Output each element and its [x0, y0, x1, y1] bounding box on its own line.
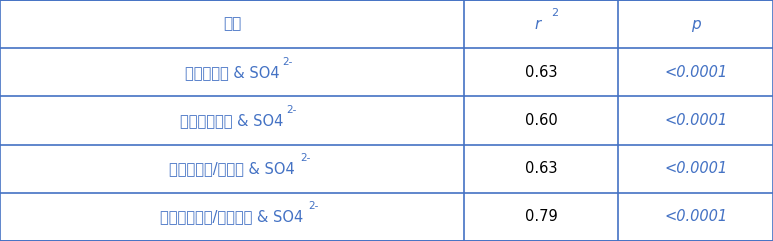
Text: 2-: 2-: [282, 57, 292, 67]
Text: 2-: 2-: [287, 105, 297, 115]
Text: 2: 2: [551, 8, 559, 19]
Text: 용존유기수은/용존수은 & SO4: 용존유기수은/용존수은 & SO4: [160, 209, 304, 224]
Text: 2-: 2-: [300, 153, 310, 163]
Text: 0.63: 0.63: [525, 161, 557, 176]
Text: 총유기수은/총수은 & SO4: 총유기수은/총수은 & SO4: [169, 161, 295, 176]
Text: <0.0001: <0.0001: [664, 65, 727, 80]
Text: 2-: 2-: [308, 201, 319, 211]
Text: p: p: [691, 17, 700, 32]
Text: <0.0001: <0.0001: [664, 113, 727, 128]
Text: <0.0001: <0.0001: [664, 209, 727, 224]
Text: 0.63: 0.63: [525, 65, 557, 80]
Text: 관계: 관계: [223, 17, 241, 32]
Text: 0.60: 0.60: [525, 113, 557, 128]
Text: <0.0001: <0.0001: [664, 161, 727, 176]
Text: 총유기수은 & SO4: 총유기수은 & SO4: [185, 65, 279, 80]
Text: 0.79: 0.79: [525, 209, 557, 224]
Text: 용존유기수은 & SO4: 용존유기수은 & SO4: [180, 113, 284, 128]
Text: r: r: [534, 17, 540, 32]
